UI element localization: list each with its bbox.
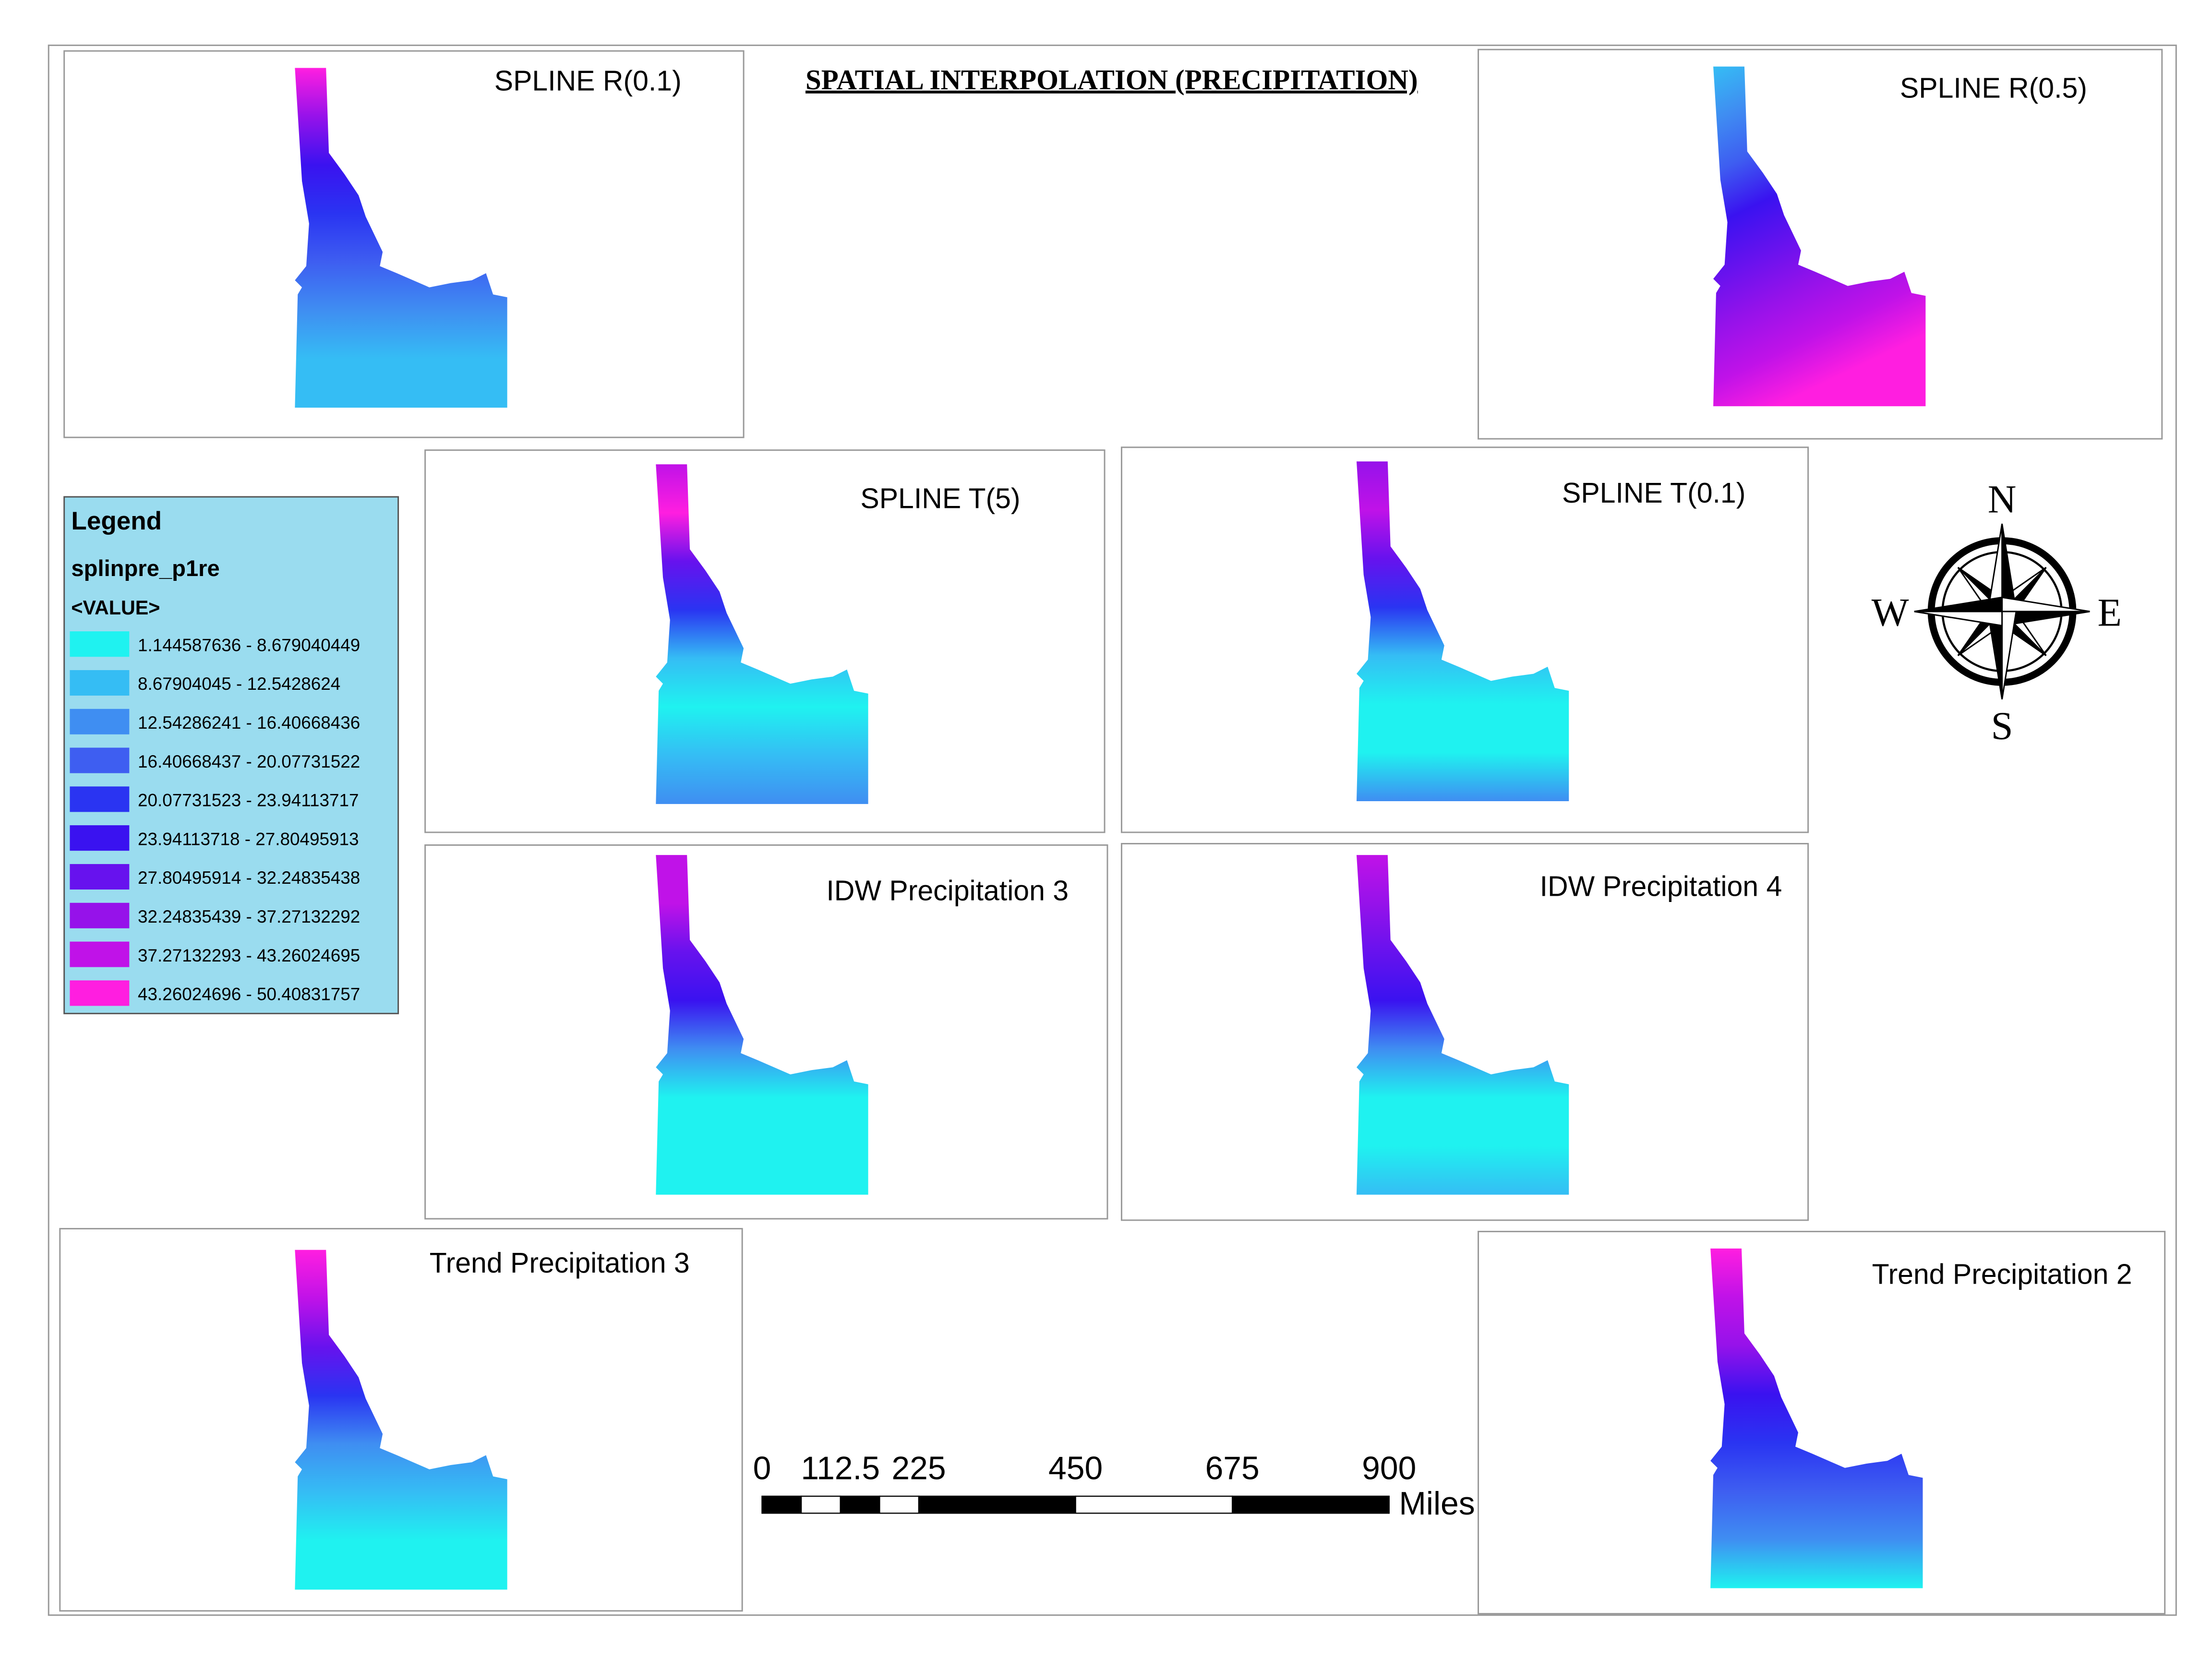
legend-label: 8.67904045 - 12.5428624 <box>138 674 340 694</box>
compass-s: S <box>1991 703 2013 747</box>
legend-label: 12.54286241 - 16.40668436 <box>138 713 360 733</box>
legend-label: 27.80495914 - 32.24835438 <box>138 868 360 888</box>
scale-label: 112.5 <box>801 1451 880 1487</box>
compass-point <box>2001 596 2090 613</box>
scale-label: 225 <box>891 1451 946 1487</box>
scale-label: 900 <box>1362 1451 1416 1487</box>
panel-title: Trend Precipitation 3 <box>430 1248 690 1279</box>
legend-swatch <box>70 825 130 851</box>
legend-title: Legend <box>71 507 162 535</box>
legend-swatch <box>70 864 130 890</box>
idaho-surface <box>1356 461 1569 802</box>
legend-field: <VALUE> <box>71 597 160 619</box>
idaho-surface <box>295 68 507 408</box>
legend-swatch <box>70 631 130 657</box>
legend-label: 16.40668437 - 20.07731522 <box>138 752 360 771</box>
idaho-surface <box>295 1250 507 1590</box>
compass-w: W <box>1872 590 1909 634</box>
panel-title: SPLINE R(0.5) <box>1900 72 2087 104</box>
scale-segment <box>918 1495 1076 1514</box>
compass-point <box>1914 611 2003 627</box>
scale-segment <box>800 1495 841 1514</box>
scale-unit: Miles <box>1399 1486 1475 1522</box>
compass-point <box>1914 596 2003 613</box>
scale-label: 0 <box>753 1451 771 1487</box>
panel-title: IDW Precipitation 4 <box>1540 871 1782 902</box>
panel-title: SPLINE T(0.1) <box>1562 478 1745 509</box>
compass-e: E <box>2097 590 2121 634</box>
legend-layer: splinpre_p1re <box>71 555 219 581</box>
idaho-surface <box>1713 66 1926 407</box>
compass-n: N <box>1988 477 2017 521</box>
idaho-surface <box>656 855 868 1195</box>
panel-title: SPLINE T(5) <box>860 483 1020 515</box>
legend-label: 23.94113718 - 27.80495913 <box>138 829 359 849</box>
idaho-surface <box>656 464 868 804</box>
compass-point <box>2001 611 2017 699</box>
scale-segment <box>1075 1495 1233 1514</box>
legend-label: 1.144587636 - 8.679040449 <box>138 635 360 655</box>
legend-swatch <box>70 747 130 773</box>
legend-swatch <box>70 709 130 734</box>
map-title: SPATIAL INTERPOLATION (PRECIPITATION) <box>805 64 1418 96</box>
scale-segment <box>879 1495 920 1514</box>
scale-label: 675 <box>1205 1451 1260 1487</box>
scale-label: 450 <box>1048 1451 1103 1487</box>
scale-segment <box>840 1495 880 1514</box>
scale-segment <box>1232 1495 1390 1514</box>
legend-swatch <box>70 902 130 928</box>
legend-label: 20.07731523 - 23.94113717 <box>138 791 359 810</box>
legend-swatch <box>70 980 130 1006</box>
scale-segment <box>761 1495 802 1514</box>
panel-title: IDW Precipitation 3 <box>826 875 1069 906</box>
idaho-surface <box>1356 855 1569 1195</box>
legend-swatch <box>70 786 130 812</box>
legend-label: 32.24835439 - 37.27132292 <box>138 907 360 926</box>
idaho-surface <box>1710 1248 1923 1588</box>
legend-swatch <box>70 670 130 696</box>
panel-title: SPLINE R(0.1) <box>494 66 682 97</box>
legend-label: 43.26024696 - 50.40831757 <box>138 985 360 1004</box>
frame <box>48 44 2177 1616</box>
legend-swatch <box>70 941 130 967</box>
panel-title: Trend Precipitation 2 <box>1872 1259 2132 1290</box>
legend-label: 37.27132293 - 43.26024695 <box>138 946 360 965</box>
